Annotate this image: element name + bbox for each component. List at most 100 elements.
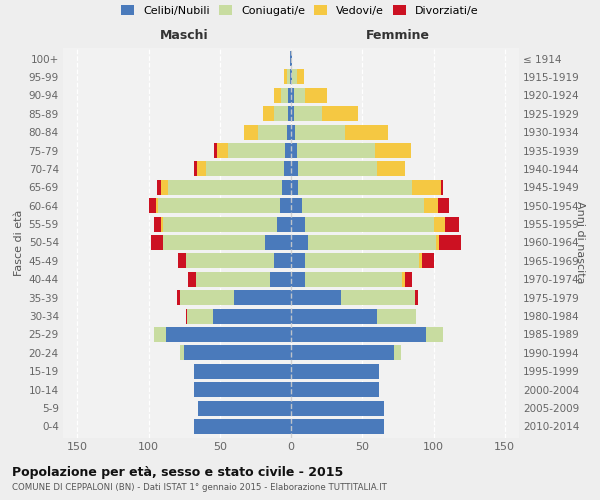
- Bar: [291, 364, 379, 379]
- Bar: [197, 162, 205, 176]
- Bar: [287, 124, 291, 140]
- Bar: [422, 254, 433, 268]
- Bar: [194, 382, 291, 397]
- Bar: [291, 346, 394, 360]
- Bar: [163, 235, 265, 250]
- Bar: [438, 198, 449, 213]
- Bar: [288, 88, 291, 103]
- Bar: [151, 235, 163, 250]
- Bar: [445, 216, 459, 232]
- Bar: [269, 272, 291, 287]
- Bar: [291, 235, 308, 250]
- Bar: [424, 198, 438, 213]
- Bar: [308, 235, 436, 250]
- Bar: [290, 70, 291, 84]
- Bar: [345, 124, 388, 140]
- Bar: [234, 290, 291, 305]
- Bar: [244, 124, 258, 140]
- Bar: [439, 235, 461, 250]
- Bar: [157, 180, 161, 195]
- Bar: [286, 143, 291, 158]
- Bar: [194, 162, 197, 176]
- Bar: [214, 143, 217, 158]
- Bar: [185, 254, 274, 268]
- Bar: [287, 70, 290, 84]
- Bar: [284, 162, 291, 176]
- Bar: [341, 290, 415, 305]
- Bar: [291, 400, 383, 415]
- Bar: [415, 290, 418, 305]
- Bar: [149, 198, 155, 213]
- Bar: [291, 382, 379, 397]
- Bar: [265, 235, 291, 250]
- Bar: [184, 346, 291, 360]
- Bar: [166, 327, 291, 342]
- Bar: [292, 70, 296, 84]
- Y-axis label: Fasce di età: Fasce di età: [14, 210, 25, 276]
- Bar: [194, 364, 291, 379]
- Bar: [274, 254, 291, 268]
- Bar: [263, 106, 274, 122]
- Bar: [322, 106, 358, 122]
- Bar: [291, 124, 295, 140]
- Bar: [298, 162, 377, 176]
- Bar: [155, 198, 158, 213]
- Text: Popolazione per età, sesso e stato civile - 2015: Popolazione per età, sesso e stato civil…: [12, 466, 343, 479]
- Bar: [205, 162, 284, 176]
- Text: Maschi: Maschi: [160, 29, 208, 42]
- Bar: [291, 88, 294, 103]
- Bar: [177, 290, 180, 305]
- Bar: [302, 198, 424, 213]
- Bar: [158, 198, 280, 213]
- Bar: [291, 143, 296, 158]
- Bar: [291, 272, 305, 287]
- Bar: [305, 254, 419, 268]
- Bar: [296, 70, 304, 84]
- Bar: [291, 106, 294, 122]
- Bar: [427, 327, 443, 342]
- Bar: [433, 216, 445, 232]
- Bar: [188, 272, 196, 287]
- Bar: [290, 51, 291, 66]
- Bar: [199, 400, 291, 415]
- Bar: [291, 290, 341, 305]
- Bar: [412, 180, 440, 195]
- Bar: [291, 70, 292, 84]
- Bar: [283, 180, 291, 195]
- Bar: [187, 308, 212, 324]
- Bar: [284, 70, 287, 84]
- Bar: [419, 254, 422, 268]
- Text: Femmine: Femmine: [366, 29, 430, 42]
- Bar: [229, 143, 286, 158]
- Bar: [402, 272, 405, 287]
- Bar: [305, 88, 326, 103]
- Bar: [258, 124, 287, 140]
- Legend: Celibi/Nubili, Coniugati/e, Vedovi/e, Divorziati/e: Celibi/Nubili, Coniugati/e, Vedovi/e, Di…: [119, 3, 481, 18]
- Bar: [281, 88, 288, 103]
- Bar: [161, 180, 169, 195]
- Bar: [291, 198, 302, 213]
- Bar: [185, 308, 187, 324]
- Bar: [280, 198, 291, 213]
- Bar: [274, 88, 281, 103]
- Bar: [161, 216, 163, 232]
- Y-axis label: Anni di nascita: Anni di nascita: [575, 201, 586, 284]
- Bar: [405, 272, 412, 287]
- Bar: [178, 254, 185, 268]
- Bar: [291, 216, 305, 232]
- Bar: [212, 308, 291, 324]
- Text: COMUNE DI CEPPALONI (BN) - Dati ISTAT 1° gennaio 2015 - Elaborazione TUTTITALIA.: COMUNE DI CEPPALONI (BN) - Dati ISTAT 1°…: [12, 484, 387, 492]
- Bar: [196, 272, 269, 287]
- Bar: [305, 272, 402, 287]
- Bar: [154, 327, 166, 342]
- Bar: [291, 162, 298, 176]
- Bar: [440, 180, 443, 195]
- Bar: [277, 216, 291, 232]
- Bar: [296, 143, 375, 158]
- Bar: [291, 254, 305, 268]
- Bar: [294, 88, 305, 103]
- Bar: [291, 327, 427, 342]
- Bar: [298, 180, 412, 195]
- Bar: [154, 216, 161, 232]
- Bar: [288, 106, 291, 122]
